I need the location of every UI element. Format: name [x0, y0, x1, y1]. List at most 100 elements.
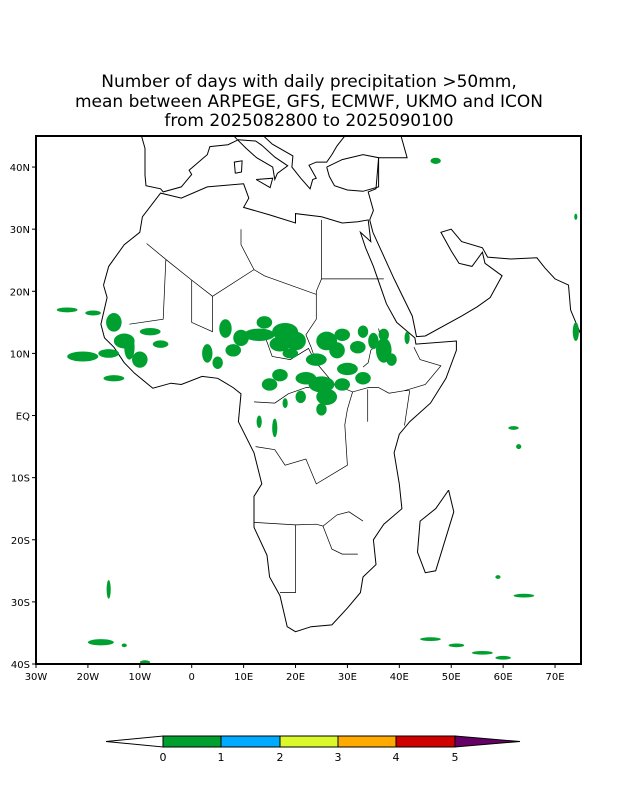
madagascar-coastline	[416, 489, 455, 574]
precip-area	[269, 336, 291, 352]
precip-area	[132, 351, 148, 368]
precip-area	[261, 378, 278, 391]
precip-area	[243, 328, 275, 341]
lat-tick-label: 20S	[11, 536, 30, 547]
europe-coastline	[141, 136, 289, 193]
colorbar-over-triangle	[454, 735, 521, 748]
precip-area	[87, 639, 114, 646]
precip-area	[256, 415, 262, 428]
precip-area	[350, 340, 366, 354]
lon-tick-label: 20E	[286, 672, 305, 683]
lon-tick-label: 20W	[77, 672, 100, 683]
lon-tick-label: 10W	[128, 672, 151, 683]
lon-tick-label: 50E	[442, 672, 461, 683]
precip-area	[124, 334, 135, 360]
country-border	[146, 219, 322, 297]
country-border	[191, 280, 213, 333]
colorbar-segment	[220, 735, 281, 748]
precip-area	[378, 328, 389, 341]
colorbar: 0 1 2 3 4 5	[105, 735, 521, 764]
precip-area	[430, 157, 441, 164]
sardinia-coastline	[233, 160, 243, 174]
colorbar-segment	[395, 735, 456, 748]
country-border	[240, 229, 255, 270]
lon-tick-label: 70E	[546, 672, 565, 683]
precip-area	[139, 327, 161, 336]
title-line-1: Number of days with daily precipitation …	[101, 72, 517, 92]
precip-area	[495, 575, 501, 579]
country-border	[404, 390, 411, 426]
precip-area	[152, 340, 169, 348]
precip-area	[574, 213, 578, 220]
precip-area	[495, 655, 511, 660]
precip-area	[282, 398, 288, 409]
precip-area	[420, 637, 441, 642]
precip-area	[219, 319, 232, 338]
lon-tick-label: 60E	[494, 672, 513, 683]
country-border	[305, 294, 317, 363]
precip-area	[225, 344, 242, 357]
lat-tick-label: 40S	[11, 660, 30, 671]
lon-tick-label: 0	[189, 672, 195, 683]
title-line-3: from 2025082800 to 2025090100	[164, 111, 454, 131]
precip-area	[329, 342, 345, 359]
precip-area	[67, 351, 99, 362]
colorbar-label: 4	[393, 751, 400, 764]
precip-area	[272, 368, 288, 382]
precip-area	[256, 316, 273, 329]
precip-area	[282, 348, 299, 359]
lat-tick-label: EQ	[16, 412, 30, 423]
lat-tick-label: 30S	[11, 598, 30, 609]
precip-area	[316, 403, 327, 416]
country-border	[255, 391, 353, 485]
colorbar-segment	[337, 735, 397, 748]
precip-area	[386, 353, 397, 366]
country-border	[404, 347, 442, 392]
lat-tick-label: 30N	[10, 225, 30, 236]
turkey-coastline	[326, 154, 380, 192]
colorbar-segment	[162, 735, 222, 748]
precip-area	[272, 418, 278, 438]
sicily-coastline	[255, 177, 274, 189]
coastlines	[100, 136, 581, 633]
country-border	[253, 511, 364, 527]
country-border	[280, 524, 296, 593]
precip-area	[472, 650, 493, 655]
precip-area	[508, 426, 519, 430]
precip-area	[85, 310, 101, 316]
precip-area	[98, 349, 120, 358]
lat-tick-label: 10N	[10, 349, 30, 360]
colorbar-label: 1	[218, 751, 225, 764]
precip-area	[572, 322, 579, 341]
lon-tick-label: 30E	[338, 672, 357, 683]
precip-area	[295, 390, 306, 404]
lon-tick-label: 30W	[25, 672, 48, 683]
arabia-coastline	[367, 136, 581, 338]
precip-area	[316, 388, 338, 405]
colorbar-under-triangle	[105, 735, 164, 748]
precip-area	[202, 344, 213, 363]
lon-tick-label: 10E	[234, 672, 253, 683]
colorbar-label: 2	[277, 751, 284, 764]
precip-area	[212, 356, 223, 369]
balkans-coastline	[262, 136, 346, 190]
precip-area	[516, 444, 522, 450]
colorbar-label: 3	[335, 751, 342, 764]
colorbar-segment	[279, 735, 339, 748]
lon-tick-label: 40E	[390, 672, 409, 683]
country-border	[322, 525, 358, 555]
africa-coastline	[100, 183, 457, 633]
lat-tick-label: 40N	[10, 163, 30, 174]
precip-area	[334, 328, 351, 341]
precip-area	[106, 580, 111, 599]
lat-tick-label: 20N	[10, 287, 30, 298]
title-line-2: mean between ARPEGE, GFS, ECMWF, UKMO an…	[74, 92, 544, 112]
precip-area	[121, 643, 127, 648]
map-frame	[35, 135, 582, 665]
precip-area	[355, 372, 371, 385]
precip-area	[285, 331, 306, 351]
lat-tick-label: 10S	[11, 474, 30, 485]
precip-area	[308, 376, 335, 393]
precip-area	[404, 331, 410, 345]
